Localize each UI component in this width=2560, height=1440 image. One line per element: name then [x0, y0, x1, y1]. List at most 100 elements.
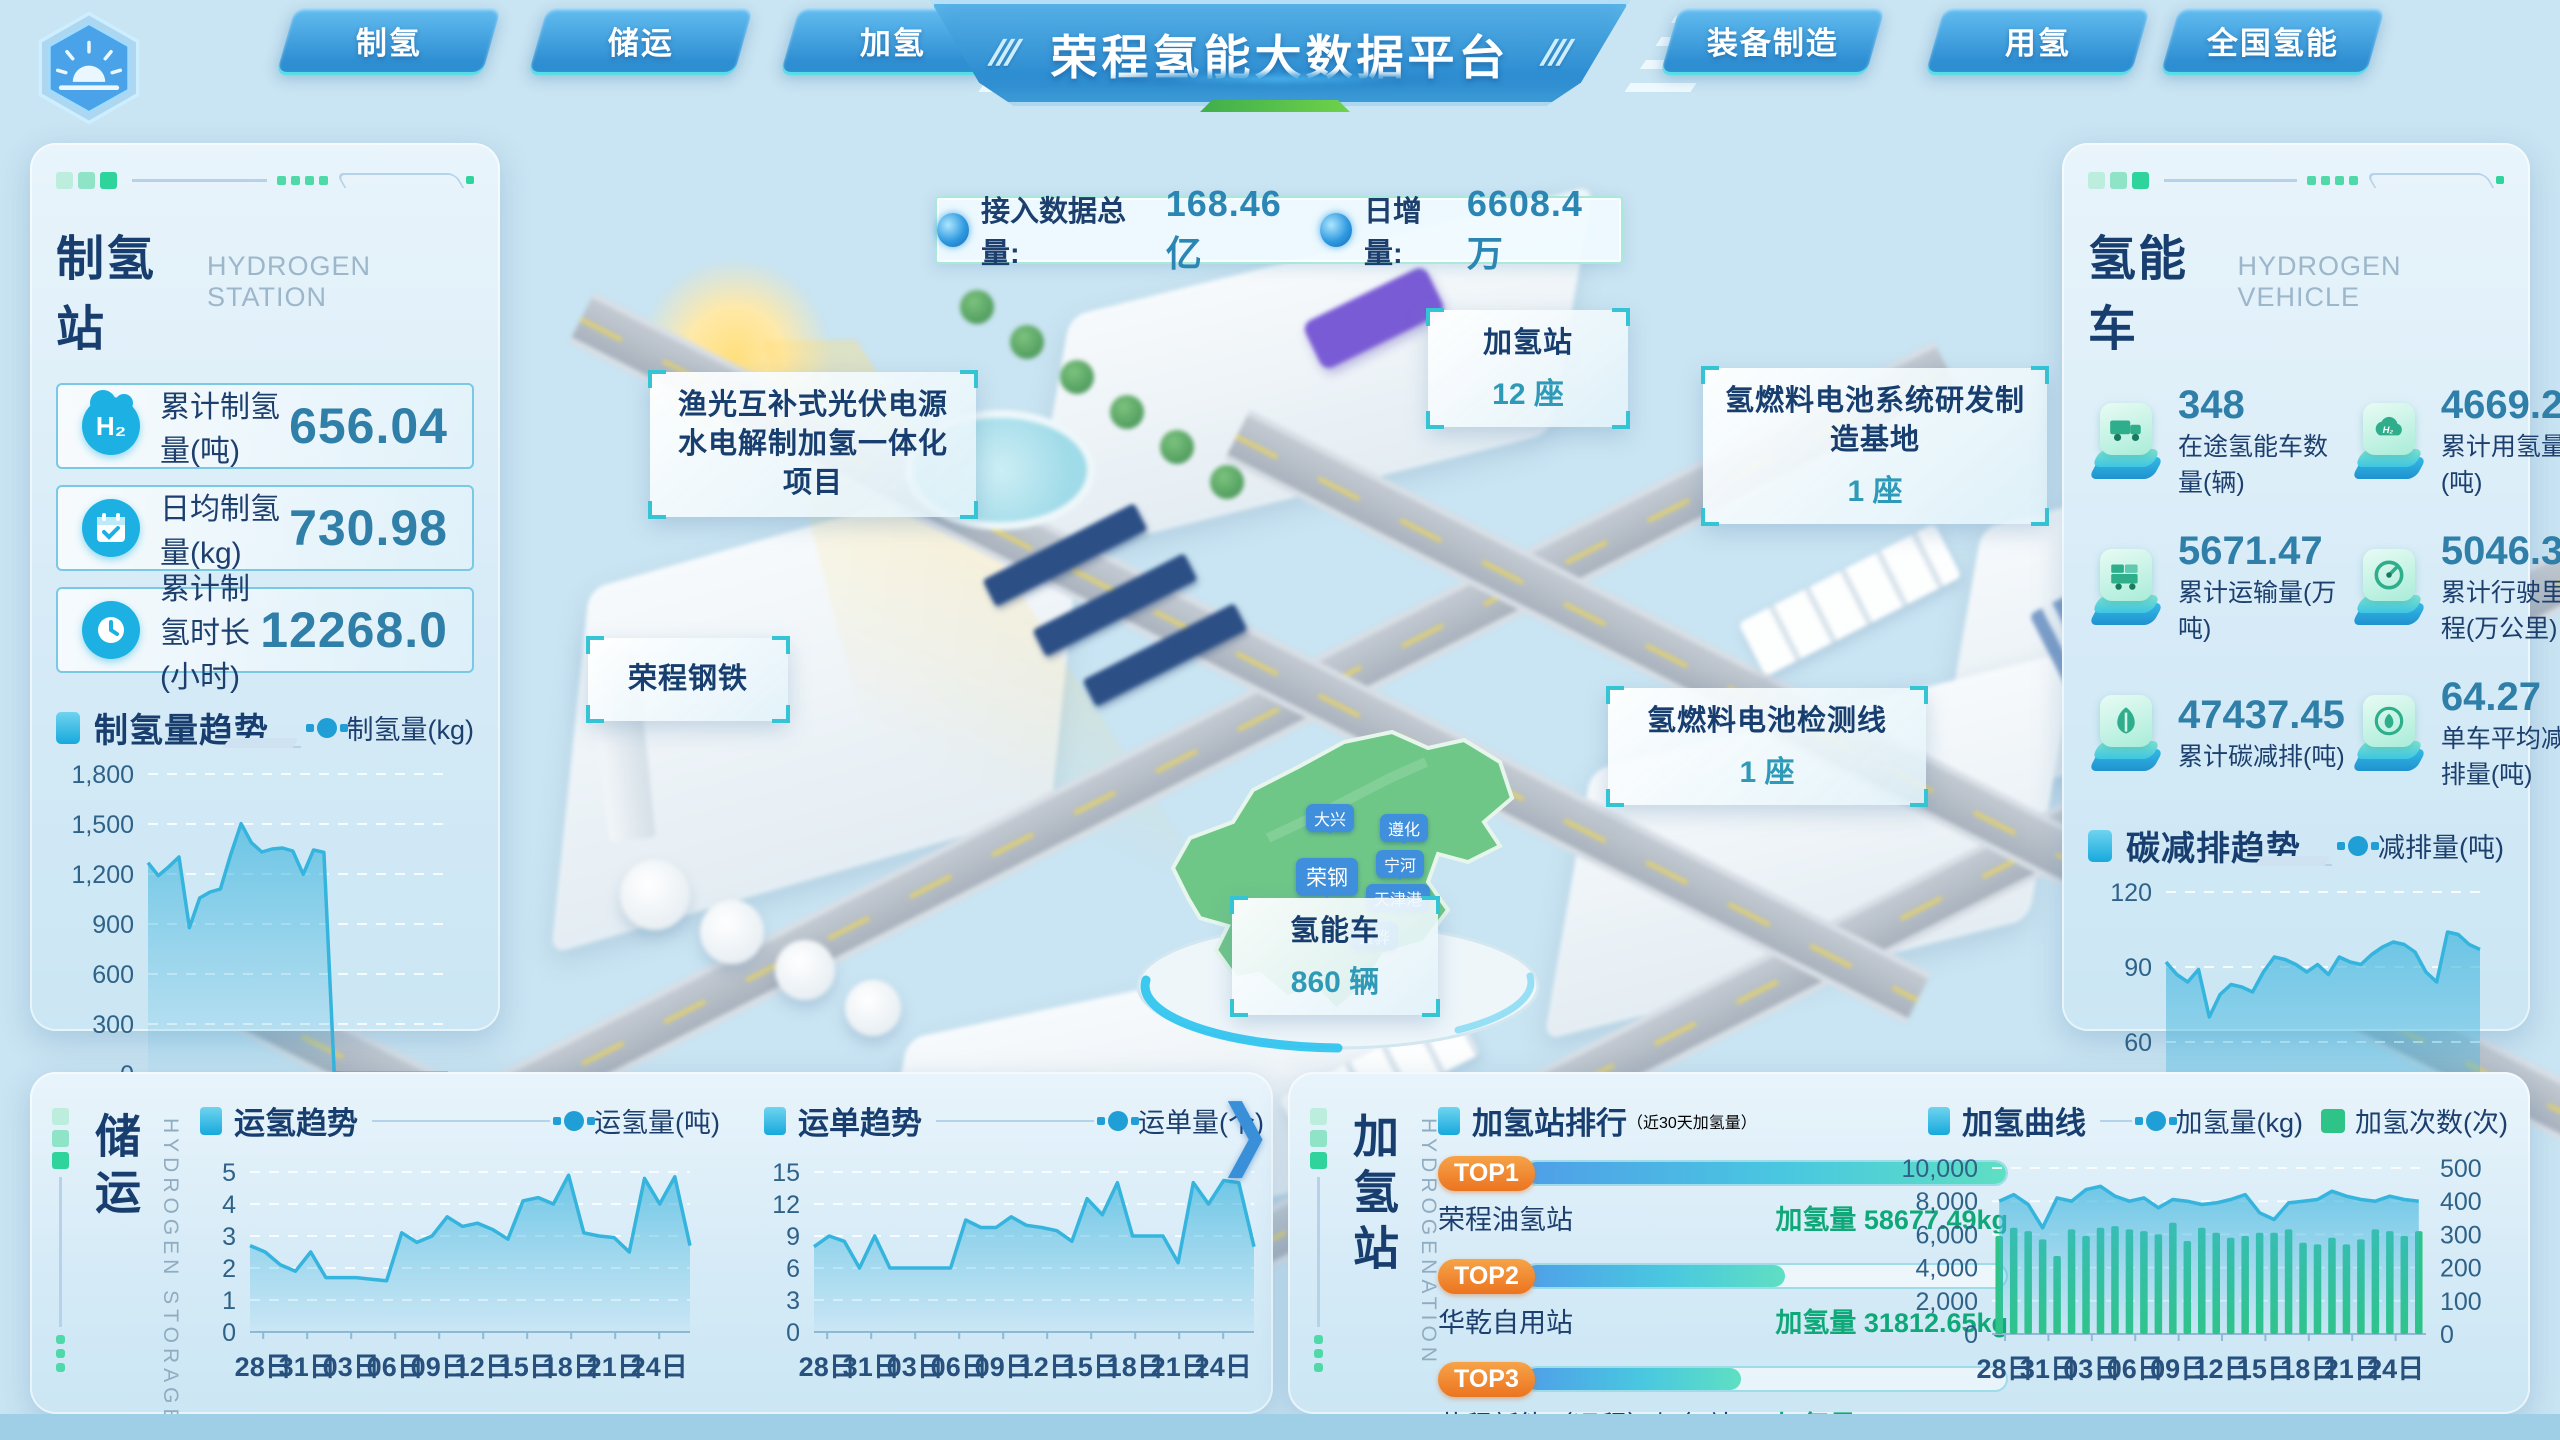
odometer-icon — [2350, 549, 2427, 625]
hydrogen-station-panel: 制氢站 HYDROGEN STATION H₂ 累计制氢量(吨) 656.04 … — [30, 143, 500, 1124]
svg-text:03日: 03日 — [2063, 1354, 2120, 1384]
svg-text:1,200: 1,200 — [71, 861, 134, 889]
ranking-row-1: TOP1 荣程油氢站 加氢量 58677.49kg — [1438, 1155, 2008, 1237]
plate-glow — [1090, 72, 1470, 86]
svg-text:28日: 28日 — [1976, 1354, 2033, 1384]
clock-icon — [82, 601, 140, 659]
sunrise-hexagon-icon — [38, 11, 140, 125]
stat-carbon-reduction: 47437.45 累计碳减排(吨) — [2088, 675, 2345, 791]
chart-title-cube — [764, 1106, 786, 1135]
svg-text:18日: 18日 — [1107, 1352, 1164, 1382]
panel-subtitle-vertical: HYDROGENATION — [1417, 1118, 1440, 1367]
panel-title-vertical: 加氢站 — [1347, 1112, 1399, 1280]
label-solar-hydrogen-project: 渔光互补式光伏电源 水电解制加氢一体化项目 — [648, 370, 978, 520]
chart-title: 加氢曲线 — [1962, 1106, 2086, 1141]
stat-vehicles-en-route: 348 在途氢能车数量(辆) — [2088, 383, 2345, 499]
svg-text:12日: 12日 — [1019, 1352, 1076, 1382]
svg-text:100: 100 — [2440, 1288, 2482, 1316]
panel-title-vertical: 储运 — [89, 1112, 141, 1224]
panel-subtitle-vertical: HYDROGEN STORAGE — [159, 1118, 182, 1428]
legend-carbon: 减排量(吨) — [2337, 826, 2504, 865]
stat-average-reduction: 64.27 单车平均减排量(吨) — [2350, 675, 2560, 791]
svg-text:18日: 18日 — [2280, 1354, 2337, 1384]
nav-tab-storage-transport[interactable]: 储运 — [528, 8, 754, 72]
refueling-curve-chart: 0 2,000 4,000 6,000 8,000 10,000 0 100 200 300 400… — [1888, 1152, 2514, 1386]
svg-text:03日: 03日 — [323, 1352, 380, 1382]
svg-text:24日: 24日 — [1195, 1352, 1252, 1382]
top3-badge: TOP3 — [1438, 1361, 1535, 1397]
total-data-cell: 接入数据总量: 168.46 亿 — [937, 183, 1320, 277]
svg-text:0: 0 — [2440, 1321, 2454, 1349]
stat-cumulative-hours: 累计制氢时长(小时) 12268.0 — [56, 573, 474, 694]
svg-text:H₂: H₂ — [2383, 425, 2394, 436]
svg-text:0: 0 — [222, 1319, 236, 1347]
waybill-trend-chart: 0 3 6 9 12 15 28日 31日 03日 06日 09日 12日 15日 18日 21日 24日 — [754, 1156, 1274, 1384]
chart-title-cube — [200, 1106, 222, 1135]
ranking-row-2: TOP2 华乾自用站 加氢量 31812.65kg — [1438, 1258, 2008, 1340]
svg-text:4,000: 4,000 — [1915, 1255, 1978, 1283]
top-navigation-bar: 制氢 储运 加氢 /// 荣程氢能大数据平台 /// 装备制造 用氢 全国氢能 — [0, 0, 2560, 130]
calendar-check-icon — [82, 499, 140, 557]
svg-text:03日: 03日 — [887, 1352, 944, 1382]
truck-icon — [2088, 403, 2164, 479]
map-pin: 荣钢 — [1296, 858, 1358, 898]
svg-text:8,000: 8,000 — [1915, 1188, 1978, 1216]
legend-production: 制氢量(kg) — [305, 708, 474, 747]
legend-square-icon — [2321, 1108, 2346, 1133]
hydrogen-transport-chart: 0 1 2 3 4 5 28日 31日 03日 06日 09日 12日 15日 18日 21日 24日 — [190, 1156, 710, 1384]
svg-text:5: 5 — [222, 1159, 236, 1187]
svg-text:1,500: 1,500 — [71, 811, 134, 839]
svg-text:2: 2 — [222, 1255, 236, 1283]
nav-tab-hydrogen-use[interactable]: 用氢 — [1925, 8, 2151, 72]
panel-top-decoration — [56, 167, 474, 193]
svg-text:12日: 12日 — [2193, 1354, 2250, 1384]
svg-text:12日: 12日 — [455, 1352, 512, 1382]
panel-side-decoration — [52, 1108, 72, 1377]
svg-text:06日: 06日 — [367, 1352, 424, 1382]
legend-transport: 运氢量(吨) — [553, 1101, 720, 1140]
legend-dot-icon — [305, 717, 348, 738]
panel-title: 制氢站 — [56, 233, 157, 356]
svg-text:300: 300 — [2440, 1221, 2482, 1249]
daily-increase-value: 6608.4 万 — [1466, 183, 1583, 274]
legend-dot-icon — [2337, 835, 2380, 856]
title-slashes-left: /// — [984, 32, 1025, 73]
svg-text:120: 120 — [2110, 879, 2152, 907]
nav-tab-national-hydrogen[interactable]: 全国氢能 — [2160, 8, 2386, 72]
svg-text:21日: 21日 — [587, 1352, 644, 1382]
hydrogen-vehicle-panel: 氢能车 HYDROGEN VEHICLE 348 在途氢能车数量(辆) H₂ 4… — [2062, 143, 2560, 1242]
page-title-plate: /// 荣程氢能大数据平台 /// — [930, 0, 1630, 106]
svg-text:18日: 18日 — [543, 1352, 600, 1382]
plate-green-accent — [1200, 100, 1350, 112]
svg-text:300: 300 — [92, 1011, 134, 1039]
ranking-bar — [1524, 1162, 2006, 1184]
svg-text:15日: 15日 — [2237, 1354, 2294, 1384]
ranking-title: 加氢站排行 — [1472, 1106, 1627, 1141]
svg-text:600: 600 — [92, 961, 134, 989]
container-row — [1738, 523, 1962, 677]
daily-increase-cell: 日增量: 6608.4 万 — [1320, 183, 1621, 277]
panel-subtitle: HYDROGEN STATION — [206, 251, 371, 312]
svg-text:6,000: 6,000 — [1915, 1221, 1978, 1249]
storage-transport-panel: 储运 HYDROGEN STORAGE 运氢趋势 运氢量(吨) 0 1 2 3 4 5 28… — [30, 1072, 1274, 1427]
top2-badge: TOP2 — [1438, 1258, 1535, 1294]
panel-side-decoration — [1310, 1108, 1330, 1377]
nav-tab-equipment-manufacturing[interactable]: 装备制造 — [1660, 8, 1886, 72]
legend-waybill: 运单量(个) — [1097, 1101, 1264, 1140]
svg-text:24日: 24日 — [631, 1352, 688, 1382]
panel-top-decoration — [2088, 167, 2504, 193]
chart-title-cube — [1928, 1106, 1950, 1135]
svg-text:09日: 09日 — [2150, 1354, 2207, 1384]
chart-title-cube — [56, 711, 80, 744]
svg-text:60: 60 — [2124, 1029, 2152, 1057]
total-data-value: 168.46 亿 — [1165, 183, 1282, 274]
legend-dot-icon — [2134, 1110, 2177, 1131]
carousel-next-icon[interactable]: ❯ — [1218, 1089, 1272, 1177]
svg-text:10,000: 10,000 — [1902, 1155, 1978, 1183]
data-orb-icon — [1320, 213, 1352, 247]
nav-tab-hydrogen-production[interactable]: 制氢 — [276, 8, 502, 72]
map-pin: 遵化 — [1380, 814, 1429, 844]
svg-text:31日: 31日 — [279, 1352, 336, 1382]
svg-text:6: 6 — [786, 1255, 800, 1283]
chart-title: 运单趋势 — [798, 1106, 922, 1141]
